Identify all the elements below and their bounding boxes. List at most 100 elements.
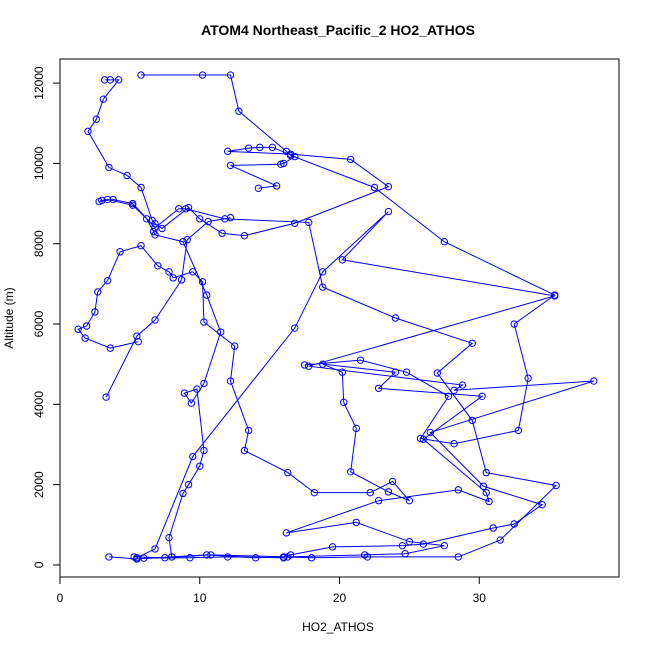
data-point: [240, 446, 249, 455]
data-point: [282, 147, 291, 156]
data-point: [183, 236, 191, 244]
data-point: [105, 163, 113, 172]
data-point: [384, 182, 393, 191]
data-point: [106, 76, 115, 84]
data-point: [226, 161, 235, 170]
series-4: [84, 76, 393, 240]
data-point: [450, 439, 458, 448]
data-point: [458, 381, 467, 389]
data-point: [479, 482, 488, 490]
data-point: [291, 324, 299, 332]
data-point: [137, 242, 145, 250]
data-point: [198, 71, 207, 79]
data-point: [226, 71, 235, 79]
data-point: [151, 231, 159, 239]
data-point: [180, 389, 189, 397]
data-point: [305, 218, 313, 227]
data-point: [140, 554, 148, 562]
data-point: [74, 325, 82, 333]
data-point: [374, 497, 383, 505]
data-point: [551, 291, 559, 299]
data-point: [200, 379, 208, 388]
data-point: [235, 107, 243, 115]
series-line: [141, 74, 556, 445]
data-point: [366, 488, 374, 497]
series-1: [95, 195, 560, 563]
x-tick-label: 30: [473, 591, 487, 605]
data-point: [254, 184, 263, 193]
y-tick-label: 0: [32, 561, 46, 568]
data-point: [106, 344, 115, 352]
data-point: [151, 223, 159, 232]
data-point: [454, 553, 462, 561]
data-point: [360, 551, 369, 559]
data-point: [137, 183, 145, 192]
data-point: [187, 399, 196, 407]
data-point: [279, 554, 288, 562]
data-point: [496, 536, 504, 544]
data-point: [224, 147, 232, 156]
data-point: [224, 553, 232, 561]
x-axis-label: HO2_ATHOS: [302, 620, 374, 634]
data-point: [189, 452, 197, 461]
data-point: [352, 518, 360, 527]
data-point: [310, 488, 319, 497]
series-line: [105, 217, 231, 398]
data-point: [538, 501, 546, 509]
data-point: [92, 115, 101, 123]
data-point: [391, 314, 400, 322]
data-point: [286, 551, 295, 559]
data-point: [416, 434, 425, 443]
data-point: [133, 332, 141, 340]
data-point: [291, 152, 299, 161]
data-point: [158, 224, 166, 233]
data-point: [482, 488, 490, 497]
data-point: [186, 554, 194, 562]
data-point: [328, 543, 337, 551]
data-point: [196, 462, 204, 470]
data-point: [384, 207, 393, 216]
x-tick-label: 10: [193, 591, 207, 605]
data-point: [468, 339, 476, 347]
data-point: [338, 368, 346, 376]
data-point: [193, 385, 201, 393]
data-point: [388, 477, 397, 486]
data-point: [398, 541, 407, 550]
series-line: [98, 199, 558, 560]
data-point: [165, 533, 173, 542]
data-point: [200, 446, 208, 455]
data-point: [101, 76, 109, 84]
data-point: [319, 268, 327, 276]
data-point: [272, 182, 281, 190]
data-point: [151, 316, 159, 324]
data-point: [203, 291, 211, 299]
data-point: [133, 554, 141, 562]
data-point: [590, 377, 598, 385]
data-point: [204, 217, 212, 226]
data-point: [184, 203, 193, 212]
data-point: [115, 76, 123, 84]
data-point: [230, 342, 239, 350]
data-point: [105, 553, 113, 561]
data-point: [134, 337, 142, 346]
data-point: [151, 219, 159, 228]
data-point: [128, 201, 137, 209]
data-point: [426, 428, 435, 437]
data-point: [123, 171, 131, 180]
data-point: [102, 393, 110, 401]
data-point: [319, 283, 327, 291]
data-point: [339, 398, 348, 407]
data-point: [370, 183, 379, 192]
data-point: [244, 426, 253, 435]
y-tick-label: 6000: [32, 310, 46, 337]
data-point: [179, 238, 187, 246]
data-point: [179, 489, 187, 498]
chart-title: ATOM4 Northeast_Pacific_2 HO2_ATHOS: [201, 22, 475, 38]
series-line: [136, 211, 594, 559]
data-point: [137, 71, 145, 79]
x-tick-label: 0: [57, 591, 64, 605]
data-point: [91, 308, 99, 316]
data-point: [300, 361, 309, 369]
data-point: [282, 529, 291, 537]
x-axis: 0 10 20 30: [57, 576, 487, 605]
